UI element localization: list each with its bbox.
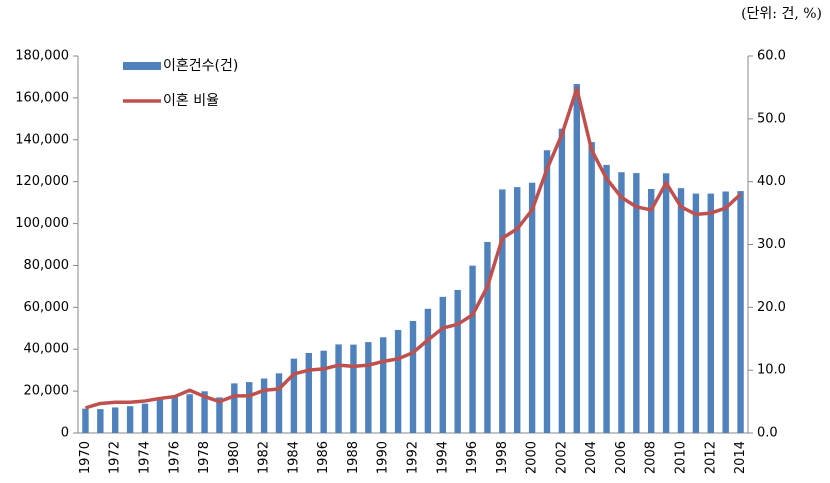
x-tick-label: 1992 [406, 441, 421, 474]
bar [231, 383, 238, 433]
bar [439, 296, 446, 433]
x-tick-label: 1982 [257, 441, 272, 474]
legend-swatch [123, 62, 161, 70]
x-tick-label: 1988 [346, 441, 361, 474]
x-tick-label: 2004 [584, 441, 599, 474]
bar [365, 342, 372, 433]
bar [350, 344, 357, 433]
bar [335, 344, 342, 433]
bar [618, 172, 625, 433]
y-tick-label: 60,000 [24, 300, 70, 315]
y-tick-label: 120,000 [15, 174, 69, 189]
bar [380, 337, 387, 433]
x-tick-label: 1990 [376, 441, 391, 474]
bar [171, 397, 178, 433]
x-tick-label: 1994 [435, 441, 450, 474]
bar [126, 406, 134, 433]
bar [499, 189, 506, 433]
x-tick-label: 1984 [286, 441, 301, 474]
bar [409, 320, 417, 433]
bar [201, 391, 208, 433]
legend-label: 이혼건수(건) [163, 58, 238, 74]
x-tick-label: 1970 [78, 441, 93, 474]
bar [677, 188, 685, 433]
unit-note: (단위: 건, %) [741, 6, 822, 22]
x-tick-label: 1980 [227, 441, 242, 474]
bar [186, 394, 193, 433]
bar [722, 191, 729, 433]
bar [97, 409, 104, 433]
bar [528, 182, 536, 433]
bar [454, 289, 461, 433]
x-tick-label: 1972 [108, 441, 123, 474]
bar [588, 142, 595, 433]
x-tick-label: 1976 [167, 441, 182, 474]
bar [648, 188, 655, 433]
bar [514, 187, 521, 433]
x-tick-label: 2002 [554, 441, 569, 474]
x-tick-label: 1996 [465, 441, 480, 474]
bar [112, 407, 119, 433]
bar [484, 241, 491, 433]
y2-tick-label: 30.0 [757, 237, 786, 252]
bar [573, 84, 580, 433]
bar [141, 403, 149, 433]
x-tick-label: 2014 [733, 441, 748, 474]
x-tick-label: 1974 [138, 441, 153, 474]
bar [707, 193, 714, 433]
bar [633, 173, 640, 433]
y-tick-label: 140,000 [15, 132, 69, 147]
bar [290, 358, 298, 433]
x-tick-label: 1986 [316, 441, 331, 474]
y2-tick-label: 10.0 [757, 363, 786, 378]
bar [692, 193, 700, 433]
y-tick-label: 180,000 [15, 49, 69, 64]
bar [246, 382, 253, 433]
x-tick-label: 2010 [674, 441, 689, 474]
bar [737, 191, 744, 433]
x-tick-label: 1978 [197, 441, 212, 474]
bar [662, 173, 670, 434]
bar [558, 128, 566, 433]
y2-tick-label: 0.0 [757, 426, 778, 441]
y-tick-label: 20,000 [24, 384, 70, 399]
bar [543, 150, 551, 433]
bar [394, 329, 402, 433]
y2-tick-label: 20.0 [757, 300, 786, 315]
bar [275, 373, 283, 433]
x-tick-label: 1998 [495, 441, 510, 474]
bar [260, 378, 268, 433]
y-tick-label: 80,000 [24, 258, 70, 273]
bar [469, 265, 476, 433]
x-tick-label: 2008 [644, 441, 659, 474]
y-tick-label: 160,000 [15, 90, 69, 105]
y-tick-label: 40,000 [24, 342, 70, 357]
y-tick-label: 0 [61, 426, 69, 441]
bar [424, 308, 432, 433]
legend-label: 이혼 비율 [163, 93, 219, 109]
bar [82, 408, 89, 433]
x-tick-label: 2012 [703, 441, 718, 474]
y2-tick-label: 40.0 [757, 174, 786, 189]
y2-tick-label: 50.0 [757, 111, 786, 126]
bar [305, 352, 312, 433]
x-tick-label: 2006 [614, 441, 629, 474]
x-tick-label: 2000 [525, 441, 540, 474]
bar [216, 397, 223, 433]
bar [603, 164, 610, 433]
y2-tick-label: 60.0 [757, 49, 786, 64]
y-tick-label: 100,000 [15, 216, 69, 231]
bar [156, 398, 164, 433]
line [84, 86, 742, 410]
bar [320, 350, 327, 433]
